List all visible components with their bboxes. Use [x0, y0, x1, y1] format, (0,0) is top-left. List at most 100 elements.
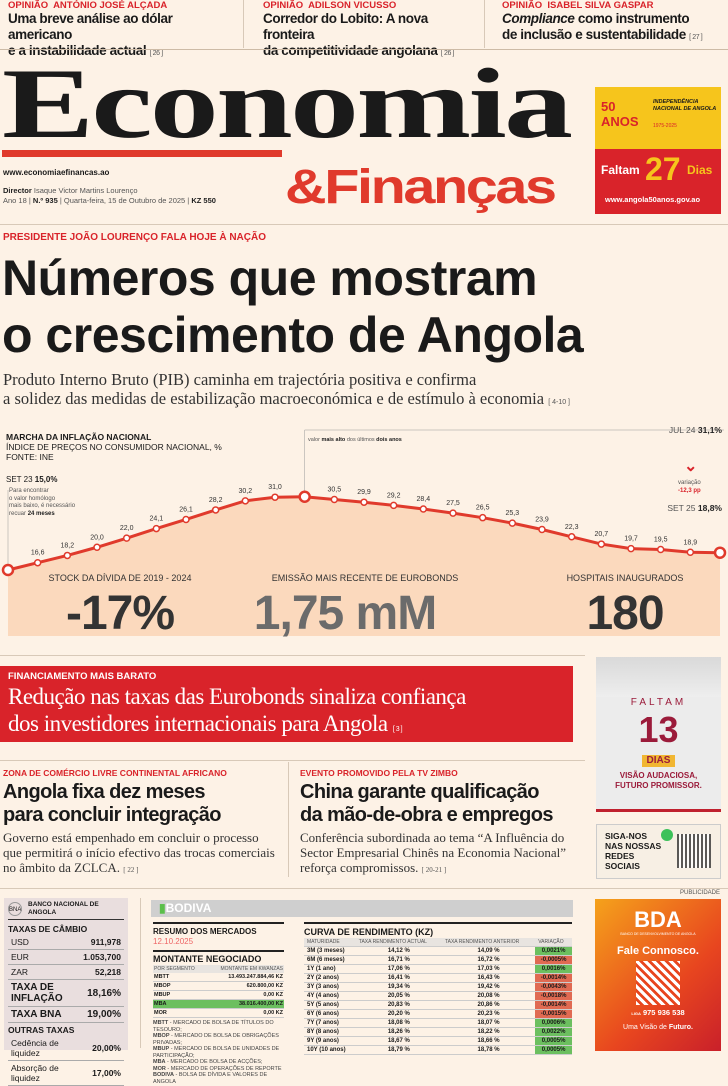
data-label: 23,9 — [535, 517, 549, 524]
data-point — [1, 563, 15, 577]
note-line: recuar — [9, 510, 27, 517]
segment-row: MBA 38.016.400,00 KZ — [153, 1000, 284, 1009]
row-value: 52,218 — [48, 964, 124, 980]
website[interactable]: www.economiaefinancas.ao — [3, 168, 110, 177]
bda-phone[interactable]: 975 936 538 — [642, 1008, 685, 1017]
stat-value-debt: -17% — [65, 587, 175, 640]
story-zclca[interactable]: ZONA DE COMÉRCIO LIVRE CONTINENTAL AFRIC… — [3, 768, 278, 878]
ad-bda[interactable]: BDA BANCO DE DESENVOLVIMENTO DE ANGOLA F… — [595, 899, 721, 1051]
slogan: Uma Visão de — [623, 1024, 669, 1031]
table-cell: 18,07 % — [441, 1018, 536, 1028]
social-text: SIGA-NOS — [605, 831, 648, 841]
data-point — [656, 545, 665, 554]
table-cell: 17,03 % — [441, 964, 536, 974]
page-ref: [ 27 ] — [689, 34, 703, 41]
peak-value: 31,1% — [697, 425, 722, 435]
table-row: TAXA DE INFLAÇÃO 18,16% — [8, 980, 124, 1007]
table-cell: -0,0043% — [535, 982, 572, 992]
peak-annotation: JUL 24 31,1% — [669, 425, 722, 435]
opinion-2[interactable]: OPINIÃO ADILSON VICUSSO Corredor do Lobi… — [255, 0, 485, 58]
eurobonds-banner[interactable]: FINANCIAMENTO MAIS BARATO Redução nas ta… — [0, 666, 573, 742]
table-cell: 0,0005% — [535, 1036, 572, 1046]
data-label: 16,6 — [31, 550, 45, 557]
story-title-1: China garante qualificação — [300, 781, 540, 803]
opinion-author: ISABEL SILVA GASPAR — [547, 0, 654, 11]
table-cell: 18,08 % — [355, 1018, 442, 1028]
opinion-title-italic: Compliance — [502, 11, 575, 26]
table-cell: 0,0006% — [535, 1018, 572, 1028]
opinion-1[interactable]: OPINIÃO ANTÓNIO JOSÉ ALÇADA Uma breve an… — [0, 0, 244, 58]
story-china[interactable]: EVENTO PROMOVIDO PELA TV ZIMBO China gar… — [300, 768, 580, 878]
chart-title: MARCHA DA INFLAÇÃO NACIONAL — [6, 432, 152, 442]
data-label: 26,1 — [179, 506, 193, 513]
advert-label: PUBLICIDADE — [679, 890, 720, 896]
social-box[interactable]: SIGA-NOS NAS NOSSAS REDES SOCIAIS — [596, 824, 721, 879]
table-cell: 18,22 % — [441, 1027, 536, 1037]
bna-logo: BNA — [8, 902, 22, 916]
table-cell: -0,0005% — [535, 955, 572, 965]
table-cell: 18,79 % — [355, 1045, 442, 1055]
ad-forum[interactable]: FALTAM 13 DIAS VISÃO AUDACIOSA, FUTURO PR… — [596, 657, 721, 812]
row-value: 17,00% — [89, 1060, 124, 1086]
peak-label: JUL 24 — [668, 425, 696, 435]
data-point — [686, 548, 695, 557]
col-header: POR SEGMENTO — [154, 966, 195, 972]
ad-independence[interactable]: 50 ANOS INDEPENDÊNCIA NACIONAL DE ANGOLA… — [595, 87, 721, 214]
table-cell: 0,0016% — [535, 964, 572, 974]
story-kicker: ZONA DE COMÉRCIO LIVRE CONTINENTAL AFRIC… — [3, 768, 227, 778]
table-row: USD 911,978 — [8, 935, 124, 950]
table-cell: 6Y (6 anos) — [304, 1009, 356, 1019]
banner-title-2: dos investidores internacionais para Ang… — [8, 711, 388, 736]
qr-code-icon[interactable] — [677, 834, 711, 868]
table-cell: 20,83 % — [355, 1000, 442, 1010]
table-row: Cedência de liquidez 20,00% — [8, 1036, 124, 1061]
director: Isaque Victor Martins Lourenço — [33, 186, 138, 195]
ad-url[interactable]: www.angola50anos.gov.ao — [605, 195, 701, 204]
social-text: SOCIAIS — [605, 861, 640, 871]
table-row: 6Y (6 anos) 20,20 % 20,23 % -0,0015% — [304, 1009, 572, 1019]
end-value: 18,8% — [697, 503, 722, 513]
table-cell: 18,66 % — [441, 1036, 536, 1046]
segment-row: MBTT 13.493.247.884,46 KZ — [153, 973, 284, 982]
opinion-title-2: da competitividade angolana — [263, 43, 438, 58]
chart-source: FONTE: INE — [6, 452, 54, 462]
row-value: 1.053,700 — [48, 949, 124, 965]
page-ref: [ 26 ] — [149, 50, 164, 57]
page-ref: [ 26 ] — [440, 50, 455, 57]
table-cell: 18,78 % — [441, 1045, 536, 1055]
bda-sub: BANCO DE DESENVOLVIMENTO DE ANGOLA — [620, 932, 696, 936]
lead-headline[interactable]: Números que mostram o crescimento de Ango… — [2, 250, 728, 364]
legend-item: MBTT - MERCADO DE BOLSA DE TÍTULOS DO TE… — [153, 1020, 274, 1033]
page-ref: [ 3 ] — [392, 726, 403, 733]
table-row: ZAR 52,218 — [8, 964, 124, 980]
data-point — [33, 558, 42, 567]
whatsapp-icon[interactable] — [661, 829, 673, 841]
ad-slogan-1: VISÃO AUDACIOSA, — [619, 771, 698, 780]
social-text: REDES — [605, 851, 635, 861]
story-title-1: Angola fixa dez meses — [3, 781, 206, 803]
note-bold: 24 meses — [27, 510, 55, 517]
data-point — [152, 524, 161, 533]
table-cell: -0,0015% — [535, 1009, 572, 1019]
table-cell: 20,23 % — [441, 1009, 536, 1019]
inflation-chart: 16,6 18,2 20,0 22,0 24,1 26,1 28,2 30,2 31,0 30,5… — [1, 429, 727, 636]
data-point — [330, 495, 339, 504]
table-cell: 20,86 % — [441, 1000, 536, 1010]
note-part: dos últimos — [345, 437, 377, 443]
rates-table: TAXA DE INFLAÇÃO 18,16% TAXA BNA 19,00% — [8, 980, 124, 1023]
row-value: 19,00% — [84, 1006, 124, 1023]
data-point — [182, 515, 190, 524]
data-point — [627, 544, 635, 553]
end-annotation: SET 25 18,8% — [667, 503, 722, 513]
ad-title: INDEPENDÊNCIA NACIONAL DE ANGOLA — [653, 99, 717, 112]
table-cell: 14,09 % — [441, 946, 536, 956]
date: Quarta-feira, 15 de Outubro de 2025 — [63, 196, 186, 205]
table-row: 3M (3 meses) 14,12 % 14,09 % 0,0021% — [304, 946, 572, 956]
column-header: TAXA RENDIMENTO ANTERIOR — [441, 938, 536, 947]
opinion-3[interactable]: OPINIÃO ISABEL SILVA GASPAR Compliance c… — [494, 0, 728, 48]
data-label: 24,1 — [150, 516, 164, 523]
bodiva-logo: BODIVA — [165, 901, 212, 915]
qr-code-icon[interactable] — [636, 961, 680, 1005]
table-cell: 18,26 % — [355, 1027, 442, 1037]
table-cell: 18,67 % — [355, 1036, 442, 1046]
